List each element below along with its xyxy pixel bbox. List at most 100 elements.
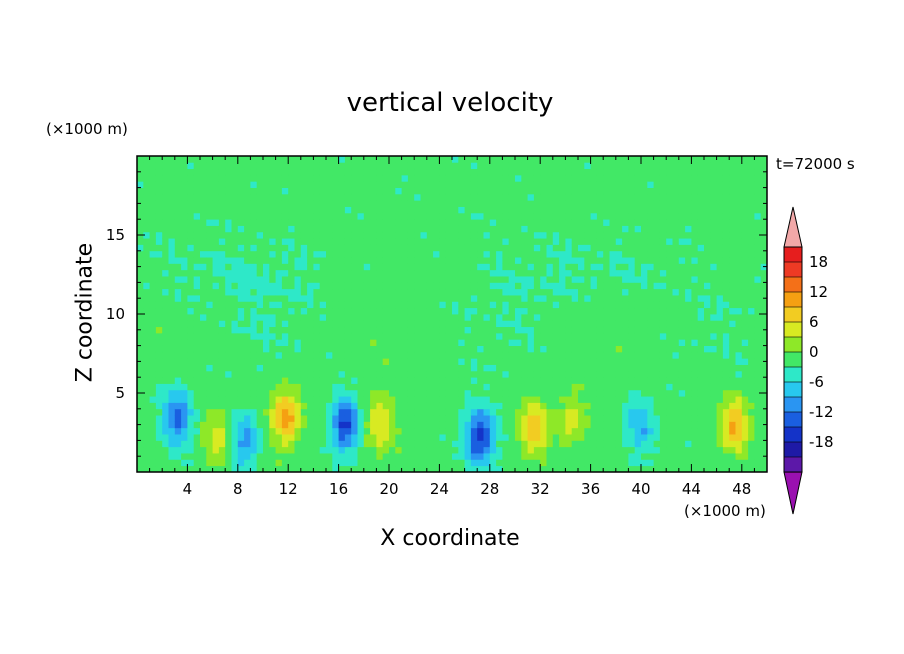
heatmap-cell (704, 345, 711, 353)
heatmap-cell (382, 156, 390, 163)
heatmap-cell (716, 339, 724, 346)
heatmap-cell (414, 351, 421, 359)
heatmap-cell (200, 351, 207, 359)
heatmap-cell (483, 440, 491, 448)
heatmap-cell (250, 231, 258, 239)
heatmap-cell (407, 307, 415, 315)
heatmap-cell (433, 257, 440, 264)
heatmap-cell (407, 263, 415, 271)
heatmap-cell (672, 326, 680, 334)
heatmap-cell (332, 446, 339, 454)
heatmap-cell (326, 345, 333, 353)
heatmap-cell (439, 295, 447, 302)
heatmap-cell (508, 446, 516, 454)
heatmap-cell (370, 339, 377, 346)
heatmap-cell (181, 250, 188, 258)
heatmap-cell (137, 446, 144, 454)
heatmap-cell (659, 446, 667, 454)
heatmap-cell (697, 257, 705, 264)
heatmap-cell (678, 421, 686, 429)
heatmap-cell (414, 408, 421, 416)
heatmap-cell (332, 174, 339, 182)
heatmap-cell (263, 421, 270, 429)
heatmap-cell (433, 389, 440, 397)
heatmap-cell (326, 276, 333, 283)
heatmap-cell (578, 396, 585, 403)
heatmap-cell (653, 440, 661, 448)
heatmap-cell (729, 465, 736, 473)
heatmap-cell (174, 244, 182, 252)
heatmap-cell (515, 427, 522, 435)
heatmap-cell (363, 212, 371, 220)
heatmap-cell (137, 364, 144, 372)
heatmap-cell (319, 408, 327, 416)
heatmap-cell (540, 427, 547, 435)
heatmap-cell (376, 453, 384, 460)
heatmap-cell (332, 396, 339, 403)
heatmap-cell (218, 225, 226, 233)
heatmap-cell (137, 465, 144, 473)
heatmap-cell (300, 434, 308, 441)
heatmap-cell (458, 257, 465, 264)
heatmap-cell (193, 263, 201, 271)
heatmap-cell (237, 440, 245, 448)
heatmap-cell (596, 193, 604, 201)
heatmap-cell (218, 370, 226, 378)
heatmap-cell (288, 389, 295, 397)
heatmap-cell (281, 345, 289, 353)
heatmap-cell (458, 174, 465, 182)
heatmap-cell (685, 389, 692, 397)
heatmap-cell (281, 231, 289, 239)
heatmap-cell (269, 396, 276, 403)
heatmap-cell (149, 345, 157, 353)
heatmap-cell (319, 263, 327, 271)
heatmap-cell (622, 332, 629, 340)
heatmap-cell (256, 288, 264, 296)
heatmap-cell (546, 168, 554, 176)
heatmap-cell (376, 238, 384, 245)
heatmap-cell (237, 301, 245, 309)
heatmap-cell (678, 244, 686, 252)
heatmap-cell (344, 358, 352, 365)
heatmap-cell (502, 377, 510, 384)
heatmap-cell (244, 238, 251, 245)
heatmap-cell (546, 307, 554, 315)
heatmap-cell (143, 187, 150, 195)
heatmap-cell (527, 402, 535, 410)
heatmap-cell (395, 326, 402, 334)
heatmap-cell (571, 459, 579, 467)
heatmap-cell (603, 257, 610, 264)
heatmap-cell (218, 389, 226, 397)
heatmap-cell (552, 421, 560, 429)
heatmap-cell (710, 238, 717, 245)
heatmap-cell (691, 383, 699, 391)
heatmap-cell (502, 156, 510, 163)
heatmap-cell (515, 200, 522, 207)
heatmap-cell (382, 326, 390, 334)
heatmap-cell (168, 168, 176, 176)
heatmap-cell (741, 219, 749, 226)
heatmap-cell (729, 263, 736, 271)
heatmap-cell (622, 402, 629, 410)
heatmap-cell (439, 206, 447, 214)
heatmap-cell (137, 225, 144, 233)
heatmap-cell (344, 351, 352, 359)
heatmap-cell (300, 446, 308, 454)
heatmap-cell (615, 326, 623, 334)
heatmap-cell (515, 326, 522, 334)
heatmap-cell (622, 345, 629, 353)
heatmap-cell (363, 377, 371, 384)
heatmap-cell (181, 206, 188, 214)
heatmap-cell (420, 402, 428, 410)
heatmap-cell (237, 156, 245, 163)
heatmap-cell (344, 162, 352, 170)
heatmap-cell (433, 396, 440, 403)
heatmap-cell (187, 320, 195, 328)
heatmap-cell (685, 187, 692, 195)
heatmap-cell (168, 459, 176, 467)
heatmap-cell (641, 269, 648, 277)
heatmap-cell (666, 206, 673, 214)
heatmap-cell (559, 339, 566, 346)
heatmap-cell (628, 402, 636, 410)
heatmap-cell (357, 332, 365, 340)
